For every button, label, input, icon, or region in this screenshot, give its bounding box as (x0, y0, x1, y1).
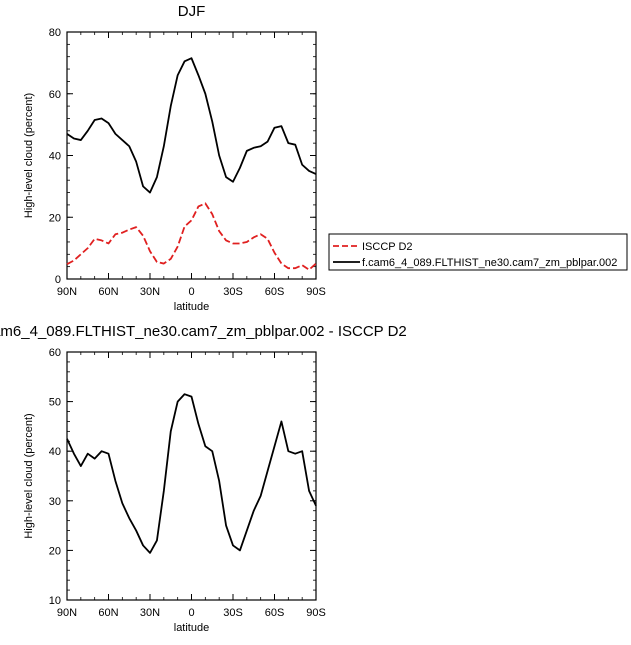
x-tick-label: 60S (265, 286, 285, 298)
x-tick-label: 60N (98, 286, 118, 298)
chart-panel-2: f.cam6_4_089.FLTHIST_ne30.cam7_zm_pblpar… (0, 323, 407, 634)
chart-panel-1: DJF 90N 60N 30N 0 30S 60S 90S 0 20 40 60 80 latitude H… (23, 3, 326, 313)
y-tick-label: 20 (49, 212, 61, 224)
legend-box (328, 233, 628, 271)
x-tick-label: 90N (57, 286, 77, 298)
x-tick-label: 90S (306, 286, 326, 298)
plot-frame (66, 351, 317, 601)
x-tick-label: 90N (57, 607, 77, 619)
legend-label-1: ISCCP D2 (362, 241, 413, 253)
series-line-1 (66, 393, 317, 554)
chart-title: f.cam6_4_089.FLTHIST_ne30.cam7_zm_pblpar… (0, 323, 407, 340)
x-axis-label: latitude (174, 301, 209, 313)
y-axis-label: High-level cloud (percent) (23, 93, 35, 218)
legend-label-2: f.cam6_4_089.FLTHIST_ne30.cam7_zm_pblpar… (362, 257, 617, 269)
chart-title: DJF (178, 3, 206, 20)
x-tick-label: 30N (140, 286, 160, 298)
y-tick-label: 10 (49, 595, 61, 607)
y-tick-label: 50 (49, 397, 61, 409)
y-tick-label: 60 (49, 89, 61, 101)
y-tick-label: 30 (49, 496, 61, 508)
y-tick-label: 60 (49, 347, 61, 359)
y-axis-label: High-level cloud (percent) (23, 413, 35, 538)
x-tick-label: 60N (98, 607, 118, 619)
y-tick-label: 40 (49, 151, 61, 163)
y-tick-label: 80 (49, 27, 61, 39)
x-tick-label: 0 (188, 286, 194, 298)
x-tick-label: 60S (265, 607, 285, 619)
legend: ISCCP D2 f.cam6_4_089.FLTHIST_ne30.cam7_z… (328, 233, 628, 271)
y-tick-label: 20 (49, 545, 61, 557)
x-tick-label: 30N (140, 607, 160, 619)
plot-frame (66, 31, 317, 280)
x-tick-label: 30S (223, 607, 243, 619)
y-tick-label: 40 (49, 446, 61, 458)
series-line-2 (66, 57, 317, 194)
x-tick-label: 0 (188, 607, 194, 619)
x-tick-label: 90S (306, 607, 326, 619)
series-line-1 (66, 202, 317, 271)
x-tick-label: 30S (223, 286, 243, 298)
x-axis-label: latitude (174, 622, 209, 634)
y-tick-label: 0 (55, 274, 61, 286)
